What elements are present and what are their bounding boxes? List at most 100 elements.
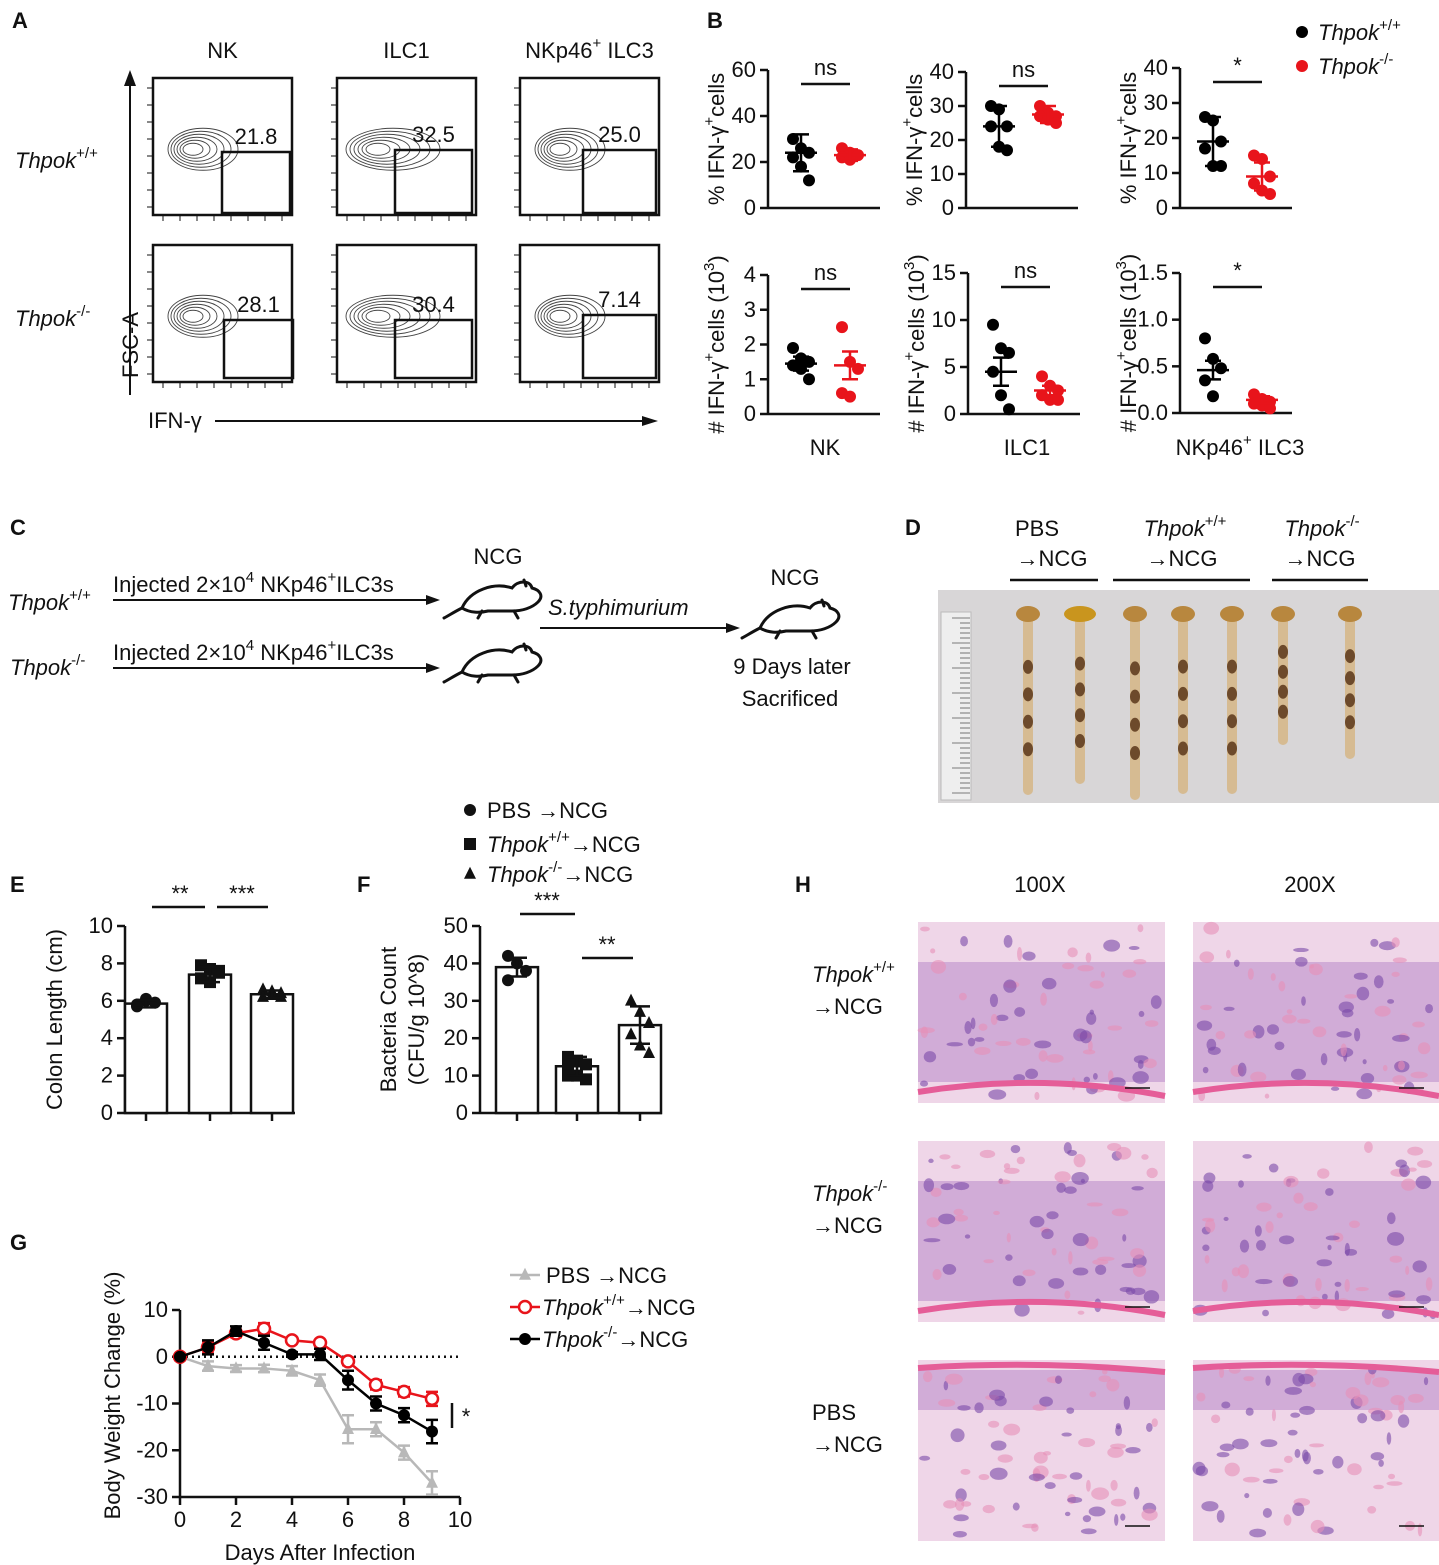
- cell-cluster: [1425, 1003, 1434, 1014]
- cell-cluster: [1086, 1202, 1103, 1207]
- cell-cluster: [1370, 938, 1379, 947]
- text-part: NKp46: [254, 572, 327, 597]
- text-part: Thpok: [542, 1327, 604, 1352]
- text-part: +/+: [548, 829, 570, 846]
- micrograph: [917, 922, 1166, 1103]
- y-axis-label: Bacteria Count: [376, 947, 401, 1093]
- cell-cluster: [1276, 1212, 1283, 1219]
- y-tick-label: 2: [744, 332, 756, 357]
- cell-cluster: [1038, 1050, 1048, 1062]
- cell-cluster: [1274, 1041, 1285, 1051]
- cell-cluster: [1237, 1264, 1249, 1279]
- colon-content: [1278, 644, 1288, 659]
- error-bar: [200, 965, 220, 984]
- dot: [1248, 177, 1260, 190]
- y-tick-label: 20: [930, 127, 954, 152]
- cell-cluster: [1297, 1018, 1311, 1024]
- contour: [365, 309, 391, 323]
- y-tick-label: 40: [444, 950, 468, 975]
- cell-cluster: [1144, 1020, 1159, 1027]
- text-part: % IFN-γ: [902, 127, 927, 206]
- cell-cluster: [1089, 1391, 1097, 1398]
- x-tick-label: 6: [342, 1507, 354, 1532]
- text-part: 3: [901, 262, 918, 270]
- point: [342, 1374, 354, 1387]
- text-part: ILC3s: [336, 572, 393, 597]
- cell-cluster: [1080, 1178, 1085, 1184]
- group-label: →NCG: [1147, 546, 1218, 571]
- cell-cluster: [1260, 1439, 1278, 1448]
- cell-cluster: [1010, 1144, 1021, 1154]
- y-tick-label: 10: [932, 307, 956, 332]
- cell-cluster: [1080, 1528, 1097, 1535]
- cell-cluster: [1068, 1251, 1073, 1265]
- cell-cluster: [1242, 1476, 1260, 1483]
- cell-cluster: [1005, 1254, 1013, 1261]
- cecum: [1064, 606, 1096, 622]
- column-header: 200X: [1284, 872, 1336, 897]
- y-axis-label: % IFN-γ+cells: [899, 74, 927, 206]
- cell-cluster: [1003, 934, 1013, 948]
- epithelium: [918, 1181, 1165, 1301]
- mouse-tail: [442, 606, 464, 620]
- cell-cluster: [1221, 1279, 1228, 1293]
- cell-cluster: [1282, 1275, 1299, 1287]
- cell-cluster: [982, 1504, 995, 1514]
- cell-cluster: [988, 1089, 1007, 1100]
- cell-cluster: [1356, 1088, 1373, 1100]
- cell-cluster: [1355, 1286, 1369, 1292]
- cell-cluster: [1269, 1468, 1284, 1474]
- micrograph: [1192, 1360, 1439, 1541]
- cell-cluster: [1278, 981, 1286, 992]
- mouse-label: NCG: [771, 565, 820, 590]
- significance: **: [171, 881, 189, 906]
- gate-value: 7.14: [598, 287, 641, 312]
- point: [284, 1333, 300, 1348]
- bar: [249, 993, 295, 1115]
- cell-cluster: [1417, 1523, 1423, 1537]
- error-bar: [1040, 104, 1056, 125]
- cell-cluster: [1256, 1202, 1272, 1212]
- y-tick-label: 0: [944, 401, 956, 426]
- cell-cluster: [1041, 1228, 1054, 1240]
- y-tick-label: 40: [930, 59, 954, 84]
- text-part: →NCG: [625, 1295, 696, 1320]
- point: [202, 1341, 214, 1354]
- text-part: 3: [701, 263, 718, 271]
- point: [520, 964, 532, 977]
- cell-cluster: [989, 1467, 1008, 1480]
- legend-marker: [464, 866, 476, 879]
- error-bar: [1254, 161, 1270, 192]
- infection-label: S.typhimurium: [548, 595, 689, 620]
- cell-cluster: [960, 935, 968, 947]
- cell-cluster: [1284, 1387, 1303, 1395]
- cell-cluster: [946, 1042, 963, 1047]
- mouse-tail: [740, 626, 762, 640]
- y-tick-label: 15: [932, 260, 956, 285]
- cell-cluster: [1196, 1392, 1206, 1402]
- muscle-layer: [917, 1361, 1166, 1375]
- cell-cluster: [1232, 1438, 1249, 1450]
- y-tick-label: 0: [456, 1100, 468, 1125]
- cell-cluster: [1107, 1143, 1122, 1152]
- contour: [549, 309, 571, 323]
- contour: [365, 142, 391, 156]
- cell-cluster: [1270, 973, 1276, 981]
- colon-content: [1023, 714, 1033, 729]
- gate: [393, 318, 474, 380]
- cell-cluster: [1064, 1290, 1071, 1299]
- cell-cluster: [1341, 1009, 1354, 1018]
- panel-letter: G: [10, 1230, 27, 1255]
- cell-cluster: [1313, 1468, 1324, 1475]
- significance: *: [462, 1404, 471, 1429]
- colon: [1130, 612, 1140, 800]
- cell-cluster: [995, 1014, 1009, 1022]
- text-part: ILC3: [1252, 435, 1305, 460]
- cell-cluster: [922, 1371, 933, 1383]
- panel-letter: B: [707, 8, 723, 33]
- cell-cluster: [1137, 924, 1144, 933]
- cell-cluster: [1415, 1175, 1432, 1190]
- point: [314, 1348, 326, 1361]
- cell-cluster: [978, 1473, 990, 1481]
- row-label: →NCG: [812, 1432, 883, 1457]
